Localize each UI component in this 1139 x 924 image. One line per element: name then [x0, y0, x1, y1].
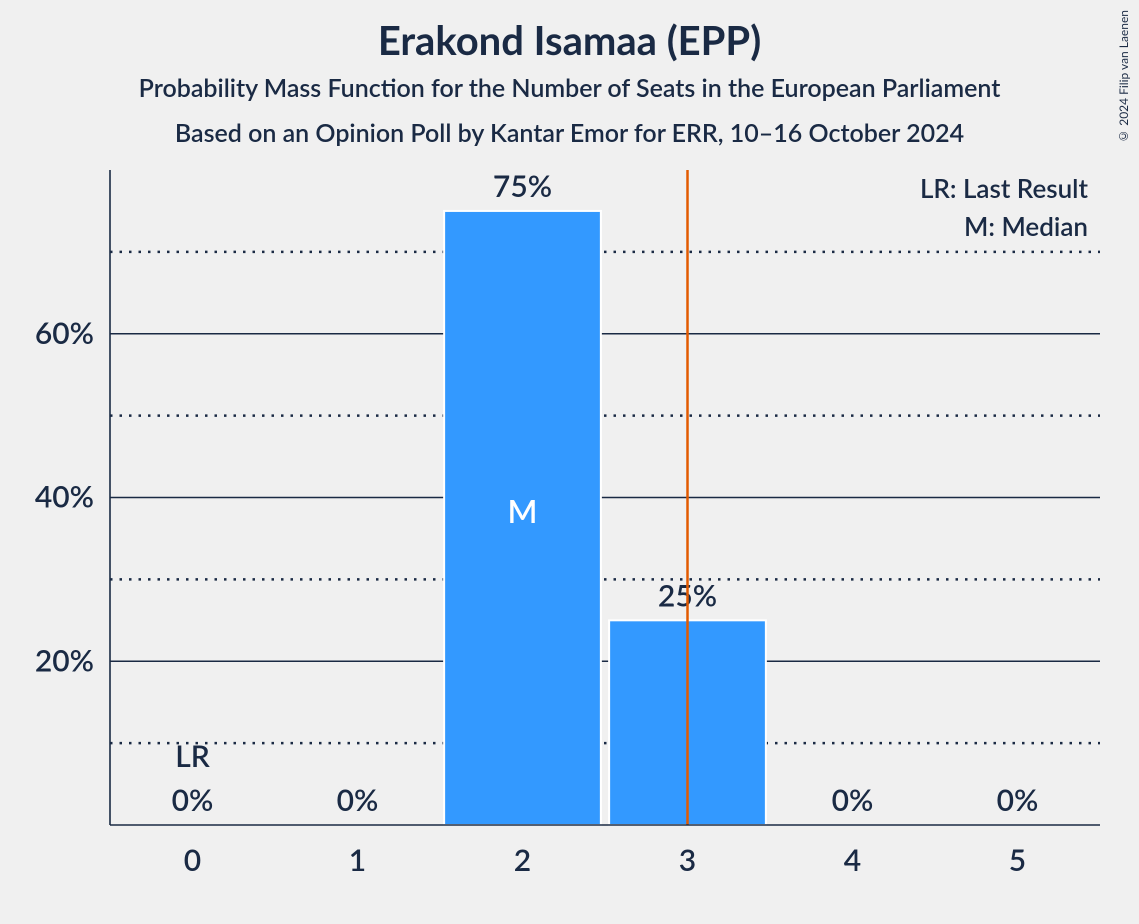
- legend-last-result: LR: Last Result: [920, 172, 1089, 204]
- last-result-marker: LR: [175, 738, 210, 774]
- bar-chart: 20%40%60%0%00%175%225%30%40%5LRMLR: Last…: [0, 0, 1139, 924]
- x-axis-tick-label: 5: [1009, 842, 1026, 878]
- y-axis-tick-label: 40%: [35, 479, 94, 515]
- y-axis-tick-label: 20%: [35, 642, 94, 678]
- legend-median: M: Median: [964, 210, 1088, 242]
- x-axis-tick-label: 3: [679, 842, 696, 878]
- x-axis-tick-label: 1: [349, 842, 366, 878]
- y-axis-tick-label: 60%: [35, 315, 94, 351]
- x-axis-tick-label: 0: [184, 842, 201, 878]
- median-marker: M: [508, 491, 538, 530]
- x-axis-tick-label: 4: [844, 842, 861, 878]
- x-axis-tick-label: 2: [514, 842, 531, 878]
- bar-value-label: 0%: [337, 782, 379, 818]
- bar-value-label: 75%: [493, 168, 552, 204]
- bar-value-label: 0%: [832, 782, 874, 818]
- bar-value-label: 0%: [997, 782, 1039, 818]
- bar-value-label: 0%: [172, 782, 214, 818]
